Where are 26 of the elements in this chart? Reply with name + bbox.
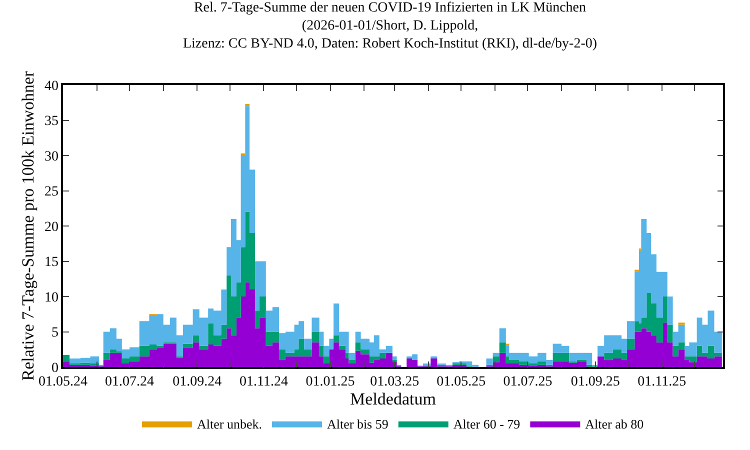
y-tick-label: 35 <box>44 114 58 130</box>
x-axis-title: Meldedatum <box>350 390 436 409</box>
x-tick-label: 01.05.25 <box>436 374 486 390</box>
y-tick-label: 15 <box>44 255 58 270</box>
y-tick-label: 5 <box>51 326 58 341</box>
y-tick-label: 0 <box>51 360 58 376</box>
legend-label: Alter bis 59 <box>326 416 388 432</box>
y-tick-label: 20 <box>44 220 58 235</box>
x-tick-label: 01.05.24 <box>38 374 88 390</box>
x-tick-label: 01.11.25 <box>638 374 686 390</box>
y-tick-label: 40 <box>44 78 58 94</box>
y-axis-title: Relative 7-Tage-Summe pro 100k Einwohner <box>18 70 38 381</box>
y-tick-label: 10 <box>44 290 58 306</box>
y-tick-label: 30 <box>44 149 58 164</box>
chart-title: Rel. 7-Tage-Summe der neuen COVID-19 Infizierten in LK München (2026-01-01/Short, D. Lippold, Lizenz: CC BY-ND 4.0, Daten: Robert Koch-Institut (RKI), dl-de/by-2-0) <box>182 0 598 52</box>
x-tick-label: 01.03.25 <box>370 374 420 390</box>
legend-label: Alter 60 - 79 <box>453 416 520 432</box>
x-tick-label: 01.07.24 <box>105 374 154 390</box>
x-tick-label: 01.09.25 <box>570 374 620 390</box>
x-tick-label: 01.11.24 <box>239 374 288 390</box>
legend-label: Alter unbek. <box>197 416 262 432</box>
x-tick-label: 01.01.25 <box>306 374 355 390</box>
y-tick-label: 25 <box>44 184 58 200</box>
x-tick-label: 01.09.24 <box>172 374 222 390</box>
legend-label: Alter ab 80 <box>585 416 644 432</box>
x-tick-label: 01.07.25 <box>503 374 552 390</box>
